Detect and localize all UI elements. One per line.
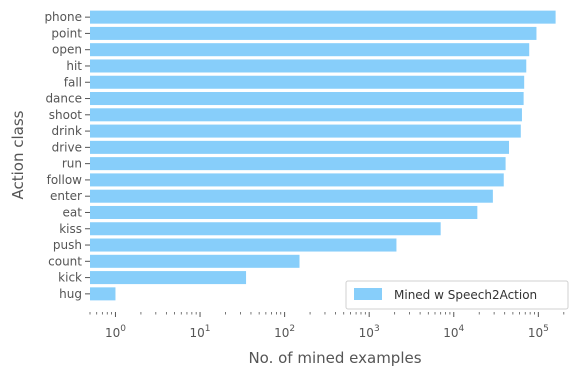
bar-open: [90, 43, 530, 57]
bar-shoot: [90, 108, 522, 122]
bar-drive: [90, 140, 510, 154]
bar-push: [90, 238, 397, 252]
bar-kick: [90, 271, 247, 285]
y-tick-label: point: [51, 26, 82, 40]
y-tick-label: kick: [58, 271, 82, 285]
bar-dance: [90, 92, 524, 106]
bar-fall: [90, 75, 525, 89]
bar-enter: [90, 189, 493, 203]
bar-kiss: [90, 222, 441, 236]
bar-point: [90, 26, 537, 40]
bars-group: [90, 10, 556, 301]
legend-swatch: [354, 288, 382, 300]
y-tick-label: fall: [64, 75, 82, 89]
x-axis-title: No. of mined examples: [248, 349, 421, 367]
x-tick-label: 102: [274, 324, 295, 340]
legend-frame: [345, 280, 569, 310]
bar-eat: [90, 205, 478, 219]
x-tick-label: 100: [105, 324, 126, 340]
y-tick-label: eat: [63, 205, 83, 219]
legend-label: Mined w Speech2Action: [394, 288, 537, 302]
y-tick-label: run: [62, 157, 82, 171]
y-tick-label: shoot: [49, 108, 83, 122]
x-tick-label: 103: [359, 324, 380, 340]
x-tick-label: 101: [190, 324, 211, 340]
bar-phone: [90, 10, 556, 24]
bar-count: [90, 254, 300, 268]
y-tick-label: push: [53, 238, 82, 252]
y-tick-label: follow: [47, 173, 83, 187]
y-tick-label: drive: [52, 140, 82, 154]
y-tick-label: dance: [45, 92, 82, 106]
y-tick-label: drink: [52, 124, 82, 138]
x-tick-label: 105: [528, 324, 549, 340]
y-tick-label: open: [52, 43, 82, 57]
bar-follow: [90, 173, 504, 187]
x-tick-label: 104: [443, 324, 464, 340]
y-tick-label: hit: [66, 59, 82, 73]
y-tick-label: phone: [44, 10, 82, 24]
bar-run: [90, 157, 506, 171]
y-tick-label: enter: [50, 189, 82, 203]
y-tick-label: kiss: [59, 222, 82, 236]
y-tick-labels: phone point open hit fall dance shoot drink driv…: [44, 10, 90, 301]
y-tick-label: count: [48, 254, 82, 268]
x-ticks: 100 101 102 103 104 105: [89, 312, 565, 340]
y-tick-label: hug: [59, 287, 82, 301]
bar-drink: [90, 124, 521, 138]
y-axis-title: Action class: [9, 110, 27, 199]
bar-hit: [90, 59, 527, 73]
bar-hug: [90, 287, 116, 301]
legend: Mined w Speech2Action: [345, 280, 569, 310]
